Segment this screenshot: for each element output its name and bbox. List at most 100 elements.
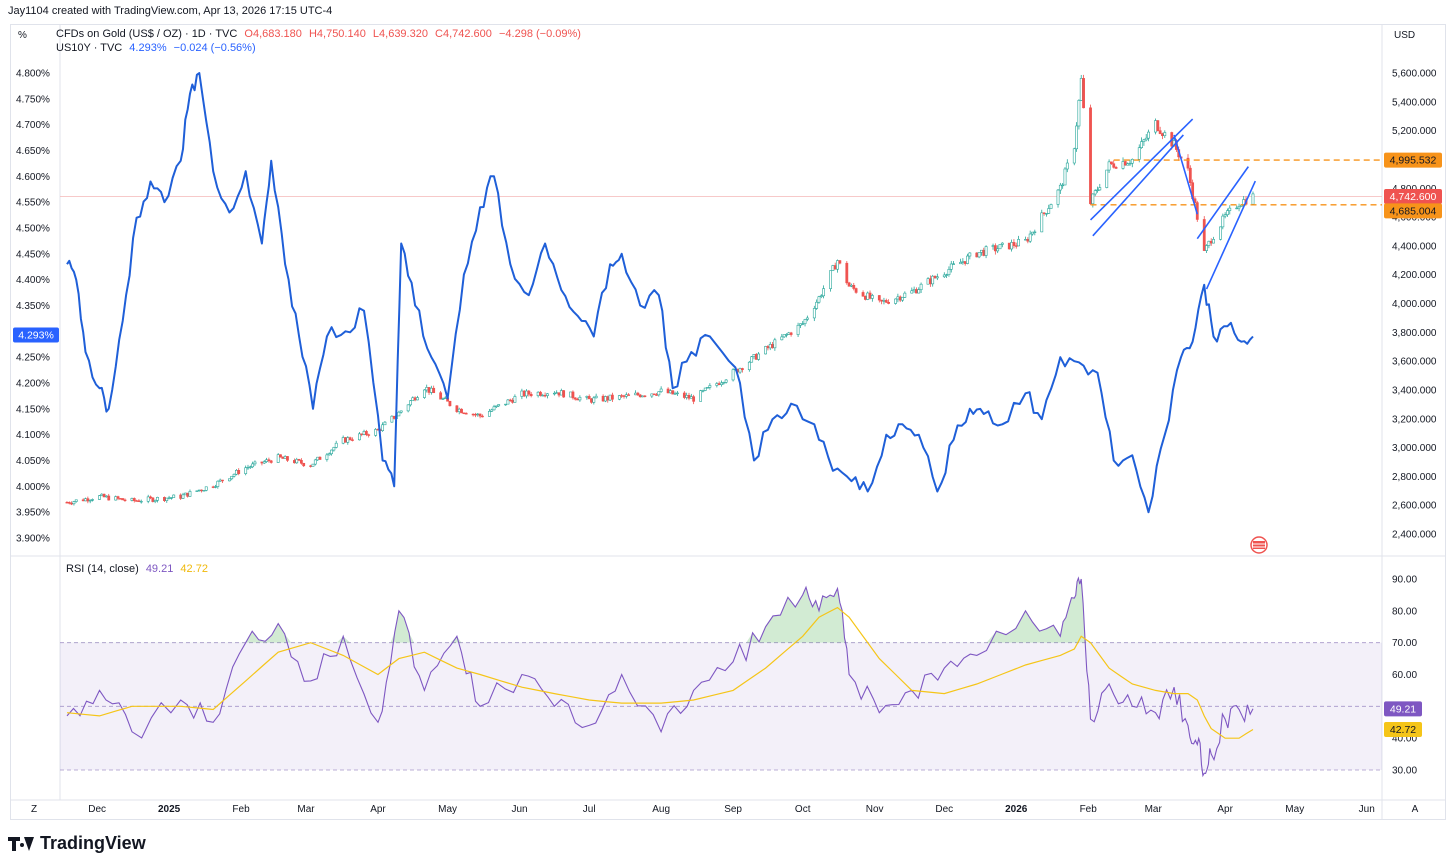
gold-candle-body <box>1049 204 1053 209</box>
support-level-badge: 4,685.004 <box>1384 203 1442 219</box>
rsi-axis-tick: 80.00 <box>1392 606 1417 617</box>
gold-candle-body <box>1186 157 1190 169</box>
gold-candle-body <box>406 404 410 412</box>
gold-candle-body <box>362 431 366 435</box>
gold-candle-body <box>1082 78 1085 109</box>
gold-candle-body <box>1207 240 1211 246</box>
gold-candle-body <box>262 461 266 464</box>
gold-candle-body <box>293 460 296 464</box>
resistance-level-badge-text: 4,995.532 <box>1390 155 1437 167</box>
gold-candle-body <box>831 265 835 271</box>
gold-candle-body <box>933 275 937 279</box>
gold-candle-body <box>487 411 491 417</box>
gold-candle-body <box>912 289 916 292</box>
gold-candle-body <box>747 361 751 371</box>
gold-candle-body <box>652 393 656 395</box>
gold-candle-body <box>457 408 461 412</box>
gold-candle-body <box>1000 242 1004 245</box>
gold-candle-body <box>462 412 466 414</box>
rsi-legend-value: 49.21 <box>145 563 174 575</box>
tradingview-logo[interactable]: TradingView <box>8 833 146 854</box>
gold-candle-body <box>708 385 712 388</box>
gold-candle-body <box>1251 193 1255 205</box>
gold-candle-body <box>634 392 638 396</box>
gold-candle-body <box>183 492 187 496</box>
gold-candle-body <box>84 498 87 502</box>
gold-candle-body <box>204 486 208 491</box>
gold-candle-body <box>409 400 412 406</box>
time-axis-label: Dec <box>88 804 106 815</box>
gold-candle-body <box>506 399 510 405</box>
gold-candle-body <box>200 489 203 492</box>
gold-candle-body <box>880 299 884 302</box>
right-axis-tick: 2,800.000 <box>1392 472 1437 483</box>
gold-candle-body <box>703 387 707 391</box>
gold-candle-body <box>557 392 561 396</box>
yield-line-layer <box>66 72 1254 514</box>
gold-candle-body <box>1144 137 1148 141</box>
gold-candle-body <box>805 317 809 320</box>
gold-candle-body <box>364 431 368 435</box>
chart-frame[interactable] <box>10 24 1446 820</box>
rsi-ma-current-badge: 42.72 <box>1384 722 1422 738</box>
gold-candle-body <box>1130 158 1134 164</box>
gold-candle-body <box>153 500 157 502</box>
gold-candle-body <box>330 449 333 455</box>
gold-legend-change: −4.298 (−0.09%) <box>498 28 581 40</box>
gold-candle-body <box>172 494 176 498</box>
gold-candle-body <box>427 387 431 393</box>
gold-current-badge-bg <box>1384 189 1442 205</box>
gold-candle-body <box>975 252 979 258</box>
gold-candle-body <box>546 393 549 396</box>
gold-candle-body <box>993 245 997 252</box>
grid-lines <box>11 25 1445 819</box>
rsi-axis-tick: 30.00 <box>1392 766 1417 777</box>
gold-candle-body <box>146 496 150 502</box>
gold-candle-body <box>608 394 612 401</box>
time-axis-label: Feb <box>232 804 250 815</box>
yield-legend-name: US10Y · TVC <box>56 42 123 54</box>
gold-candle-body <box>121 498 125 501</box>
gold-candle-body <box>237 470 241 474</box>
gold-candle-body <box>311 463 315 467</box>
gold-candle-body <box>1091 193 1095 205</box>
right-axis-tick: 3,000.000 <box>1392 443 1437 454</box>
gold-candle-body <box>1063 168 1067 186</box>
gold-candle-body <box>701 390 705 392</box>
time-axis-label: Feb <box>1080 804 1098 815</box>
gold-candle-body <box>72 501 76 505</box>
gold-candle-body <box>367 434 371 436</box>
gold-candle-body <box>70 502 74 505</box>
rsi-axis-tick: 70.00 <box>1392 638 1417 649</box>
gold-candle-body <box>1079 78 1083 101</box>
gold-candle-body <box>1114 167 1118 169</box>
gold-candle-body <box>1017 239 1020 247</box>
gold-candle-body <box>130 498 134 501</box>
gold-candle-body <box>248 466 252 468</box>
gold-candle-body <box>657 391 661 396</box>
gold-candle-body <box>253 461 257 465</box>
time-axis-label: Apr <box>1217 804 1233 815</box>
gold-candle-body <box>167 497 171 499</box>
gold-candle-body <box>836 260 839 270</box>
gold-candle-body <box>195 490 199 492</box>
gold-candle-body <box>67 502 71 504</box>
rsi-current-badge: 49.21 <box>1384 701 1422 717</box>
gold-candle-body <box>901 297 904 301</box>
gold-candle-body <box>959 262 962 265</box>
gold-candle-body <box>624 394 628 397</box>
gold-candle-body <box>149 496 152 499</box>
gold-candle-body <box>968 252 972 257</box>
gold-candle-body <box>789 332 793 335</box>
gold-candle-body <box>1065 162 1069 170</box>
gold-candle-body <box>1163 132 1167 137</box>
gold-candle-body <box>325 454 329 460</box>
resistance-level-badge: 4,995.532 <box>1384 152 1442 168</box>
gold-candle-body <box>1056 189 1060 205</box>
gold-candle-body <box>432 387 436 394</box>
gold-candle-body <box>327 453 331 456</box>
gold-candle-body <box>622 395 626 397</box>
gold-candle-body <box>801 323 805 325</box>
gold-candle-body <box>1239 205 1243 207</box>
